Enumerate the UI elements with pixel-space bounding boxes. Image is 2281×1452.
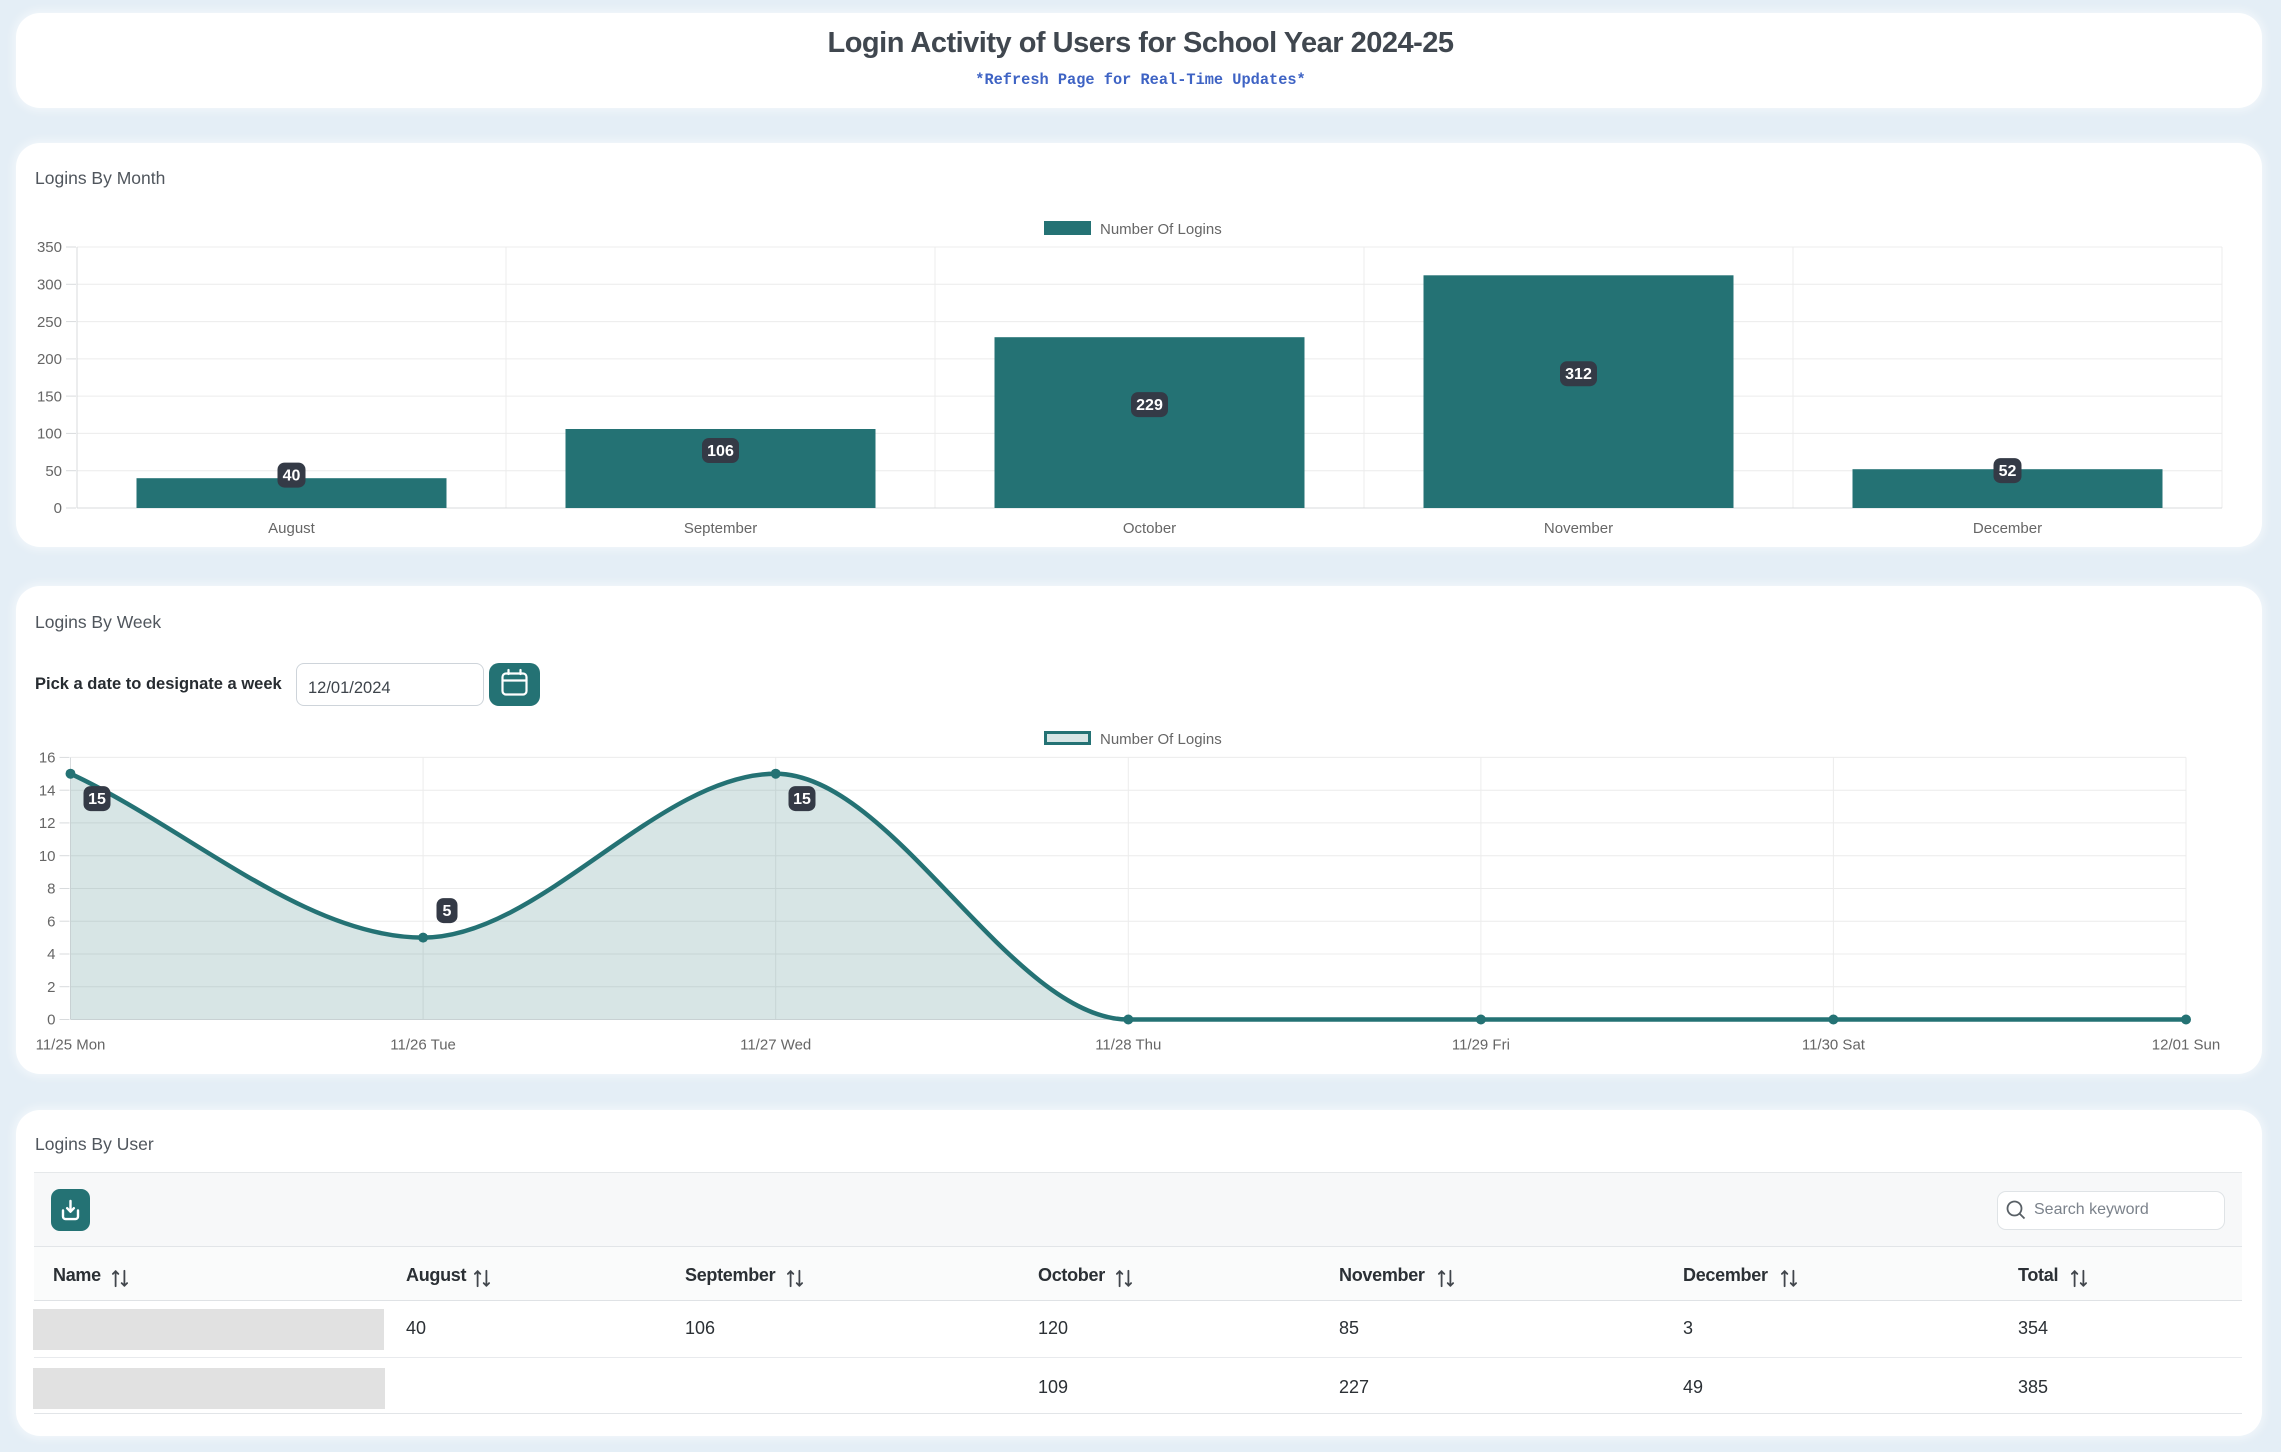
svg-text:100: 100 xyxy=(37,426,62,443)
svg-text:10: 10 xyxy=(39,848,56,865)
svg-text:11/30 Sat: 11/30 Sat xyxy=(1802,1037,1866,1054)
svg-text:350: 350 xyxy=(37,239,62,256)
svg-text:11/29 Fri: 11/29 Fri xyxy=(1452,1037,1510,1054)
svg-text:2: 2 xyxy=(47,979,55,996)
svg-text:12: 12 xyxy=(39,815,56,832)
svg-text:300: 300 xyxy=(37,277,62,294)
svg-text:November: November xyxy=(1544,520,1613,537)
svg-text:11/27 Wed: 11/27 Wed xyxy=(740,1037,811,1054)
svg-text:4: 4 xyxy=(47,946,55,963)
svg-text:5: 5 xyxy=(443,903,452,920)
svg-text:Number Of Logins: Number Of Logins xyxy=(1100,731,1222,748)
svg-text:11/28 Thu: 11/28 Thu xyxy=(1095,1037,1161,1054)
svg-text:16: 16 xyxy=(39,750,56,767)
svg-text:11/26 Tue: 11/26 Tue xyxy=(390,1037,456,1054)
svg-text:40: 40 xyxy=(283,468,301,485)
svg-text:15: 15 xyxy=(88,791,106,808)
svg-text:12/01 Sun: 12/01 Sun xyxy=(2152,1037,2220,1054)
svg-text:11/25 Mon: 11/25 Mon xyxy=(36,1037,106,1054)
svg-text:Number Of Logins: Number Of Logins xyxy=(1100,221,1222,238)
svg-text:106: 106 xyxy=(707,443,734,460)
svg-text:September: September xyxy=(684,520,757,537)
svg-text:50: 50 xyxy=(45,463,62,480)
svg-text:August: August xyxy=(268,520,316,537)
svg-text:October: October xyxy=(1123,520,1176,537)
svg-text:6: 6 xyxy=(47,913,55,930)
svg-text:229: 229 xyxy=(1136,397,1163,414)
svg-text:14: 14 xyxy=(39,782,56,799)
svg-text:8: 8 xyxy=(47,881,55,898)
svg-text:15: 15 xyxy=(793,791,811,808)
svg-text:150: 150 xyxy=(37,388,62,405)
svg-text:250: 250 xyxy=(37,314,62,331)
svg-text:0: 0 xyxy=(47,1012,55,1029)
svg-text:52: 52 xyxy=(1999,463,2017,480)
svg-text:December: December xyxy=(1973,520,2042,537)
svg-text:0: 0 xyxy=(54,500,62,517)
svg-text:312: 312 xyxy=(1565,366,1592,383)
svg-text:200: 200 xyxy=(37,351,62,368)
